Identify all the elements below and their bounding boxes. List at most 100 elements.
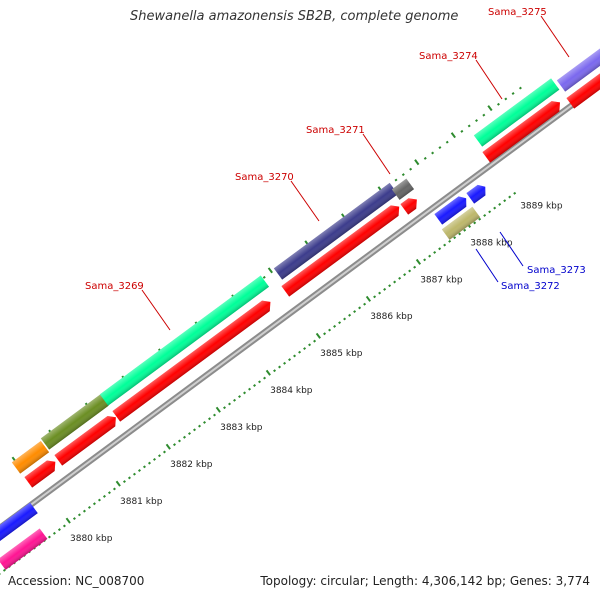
scale-minor-tick [298, 350, 302, 354]
scale-minor-tick [132, 472, 136, 476]
scale-minor-tick [62, 524, 66, 528]
scale-minor-tick [173, 443, 176, 447]
gene-label-sama-3271[interactable]: Sama_3271 [306, 125, 365, 136]
cds-red-1[interactable] [24, 457, 59, 488]
scale-minor-tick [383, 287, 387, 291]
scale-minor-tick [453, 236, 457, 240]
outer-minor-tick [445, 140, 449, 144]
scale-minor-tick [503, 199, 507, 203]
scale-minor-tick [243, 391, 247, 395]
outer-major-tick [414, 159, 420, 166]
outer-minor-tick [409, 167, 413, 171]
cds-red-4[interactable] [281, 202, 403, 297]
feature-olive[interactable] [40, 394, 109, 450]
feature-sama-3273[interactable] [466, 182, 489, 204]
gene-label-sama-3275[interactable]: Sama_3275 [488, 7, 547, 18]
scale-minor-tick [393, 280, 397, 284]
outer-major-tick [267, 267, 273, 274]
scale-minor-tick [428, 254, 432, 258]
scale-label: 3881 kbp [120, 497, 163, 507]
cds-red-5[interactable] [400, 195, 421, 215]
feature-sama-3270[interactable] [273, 182, 398, 280]
feature-sama-3272[interactable] [441, 206, 481, 240]
scale-minor-tick [193, 428, 196, 432]
feature-orange[interactable] [11, 440, 50, 474]
scale-minor-tick [443, 243, 447, 247]
scale-minor-tick [378, 291, 382, 295]
scale-minor-tick [398, 276, 402, 280]
scale-minor-tick [323, 332, 327, 336]
scale-minor-tick [92, 502, 96, 506]
scale-minor-tick [52, 531, 56, 535]
scale-major-tick [115, 480, 121, 487]
scale-minor-tick [273, 369, 277, 373]
scale-minor-tick [423, 258, 427, 262]
scale-minor-tick [233, 398, 237, 402]
outer-minor-tick [518, 86, 522, 90]
scale-minor-tick [433, 250, 437, 254]
gene-label-sama-3272[interactable]: Sama_3272 [501, 281, 560, 292]
feature-blue-mid[interactable] [434, 193, 470, 225]
scale-minor-tick [408, 269, 412, 273]
cds-red-2[interactable] [54, 412, 120, 466]
scale-minor-tick [153, 457, 156, 461]
feature-sama-3271[interactable] [391, 178, 415, 200]
scale-minor-tick [283, 361, 287, 365]
scale-minor-tick [308, 343, 312, 347]
scale-minor-tick [498, 202, 502, 206]
scale-label: 3886 kbp [370, 312, 413, 322]
gene-label-sama-3269[interactable]: Sama_3269 [85, 281, 144, 292]
outer-minor-tick [467, 124, 471, 128]
scale-tick-row [0, 191, 517, 575]
scale-minor-tick [122, 480, 126, 484]
scale-minor-tick [2, 568, 6, 572]
outer-minor-tick [496, 102, 500, 106]
scale-minor-tick [488, 210, 492, 214]
cds-red-6[interactable] [482, 98, 564, 163]
scale-minor-tick [448, 239, 452, 243]
outer-major-tick [487, 105, 493, 112]
scale-minor-tick [508, 195, 512, 199]
scale-label: 3882 kbp [170, 460, 213, 470]
scale-minor-tick [303, 347, 307, 350]
scale-minor-tick [178, 439, 181, 443]
scale-minor-tick [102, 494, 106, 498]
gene-label-sama-3274[interactable]: Sama_3274 [419, 51, 478, 62]
scale-minor-tick [183, 435, 186, 439]
outer-minor-tick [482, 113, 486, 117]
scale-minor-tick [158, 454, 161, 458]
scale-minor-tick [82, 509, 86, 513]
accession-label: Accession: NC_008700 [8, 574, 145, 588]
scale-major-tick [65, 517, 71, 524]
feature-magenta-left[interactable] [0, 528, 48, 570]
scale-minor-tick [343, 317, 347, 321]
scale-minor-tick [353, 310, 357, 314]
gene-label-sama-3270[interactable]: Sama_3270 [235, 172, 294, 183]
outer-minor-tick [511, 92, 515, 95]
feature-blue-left[interactable] [0, 502, 38, 543]
gene-label-sama-3273[interactable]: Sama_3273 [527, 265, 586, 276]
scale-major-tick [215, 406, 221, 413]
scale-minor-tick [358, 306, 362, 310]
scale-minor-tick [107, 491, 111, 495]
scale-minor-tick [293, 354, 297, 358]
feature-sama-3274[interactable] [473, 78, 560, 147]
gene-labels: Sama_3275 Sama_3274 Sama_3271 Sama_3270 … [85, 7, 586, 331]
feature-sama-3275[interactable] [556, 44, 600, 92]
scale-minor-tick [328, 328, 332, 332]
scale-label: 3885 kbp [320, 349, 363, 359]
scale-label: 3880 kbp [70, 534, 113, 544]
scale-label: 3887 kbp [420, 275, 463, 285]
scale-minor-tick [483, 214, 487, 217]
scale-minor-tick [338, 321, 342, 325]
map-title: Shewanella amazonensis SB2B, complete ge… [130, 9, 459, 24]
scale-minor-tick [87, 505, 91, 509]
feature-sama-3269[interactable] [99, 275, 270, 406]
cds-red-7[interactable] [566, 67, 600, 109]
scale-minor-tick [373, 295, 377, 299]
scale-minor-tick [478, 217, 482, 221]
scale-minor-tick [258, 380, 262, 384]
scale-label: 3884 kbp [270, 386, 313, 396]
scale-minor-tick [313, 339, 317, 343]
cds-red-3[interactable] [112, 297, 274, 422]
